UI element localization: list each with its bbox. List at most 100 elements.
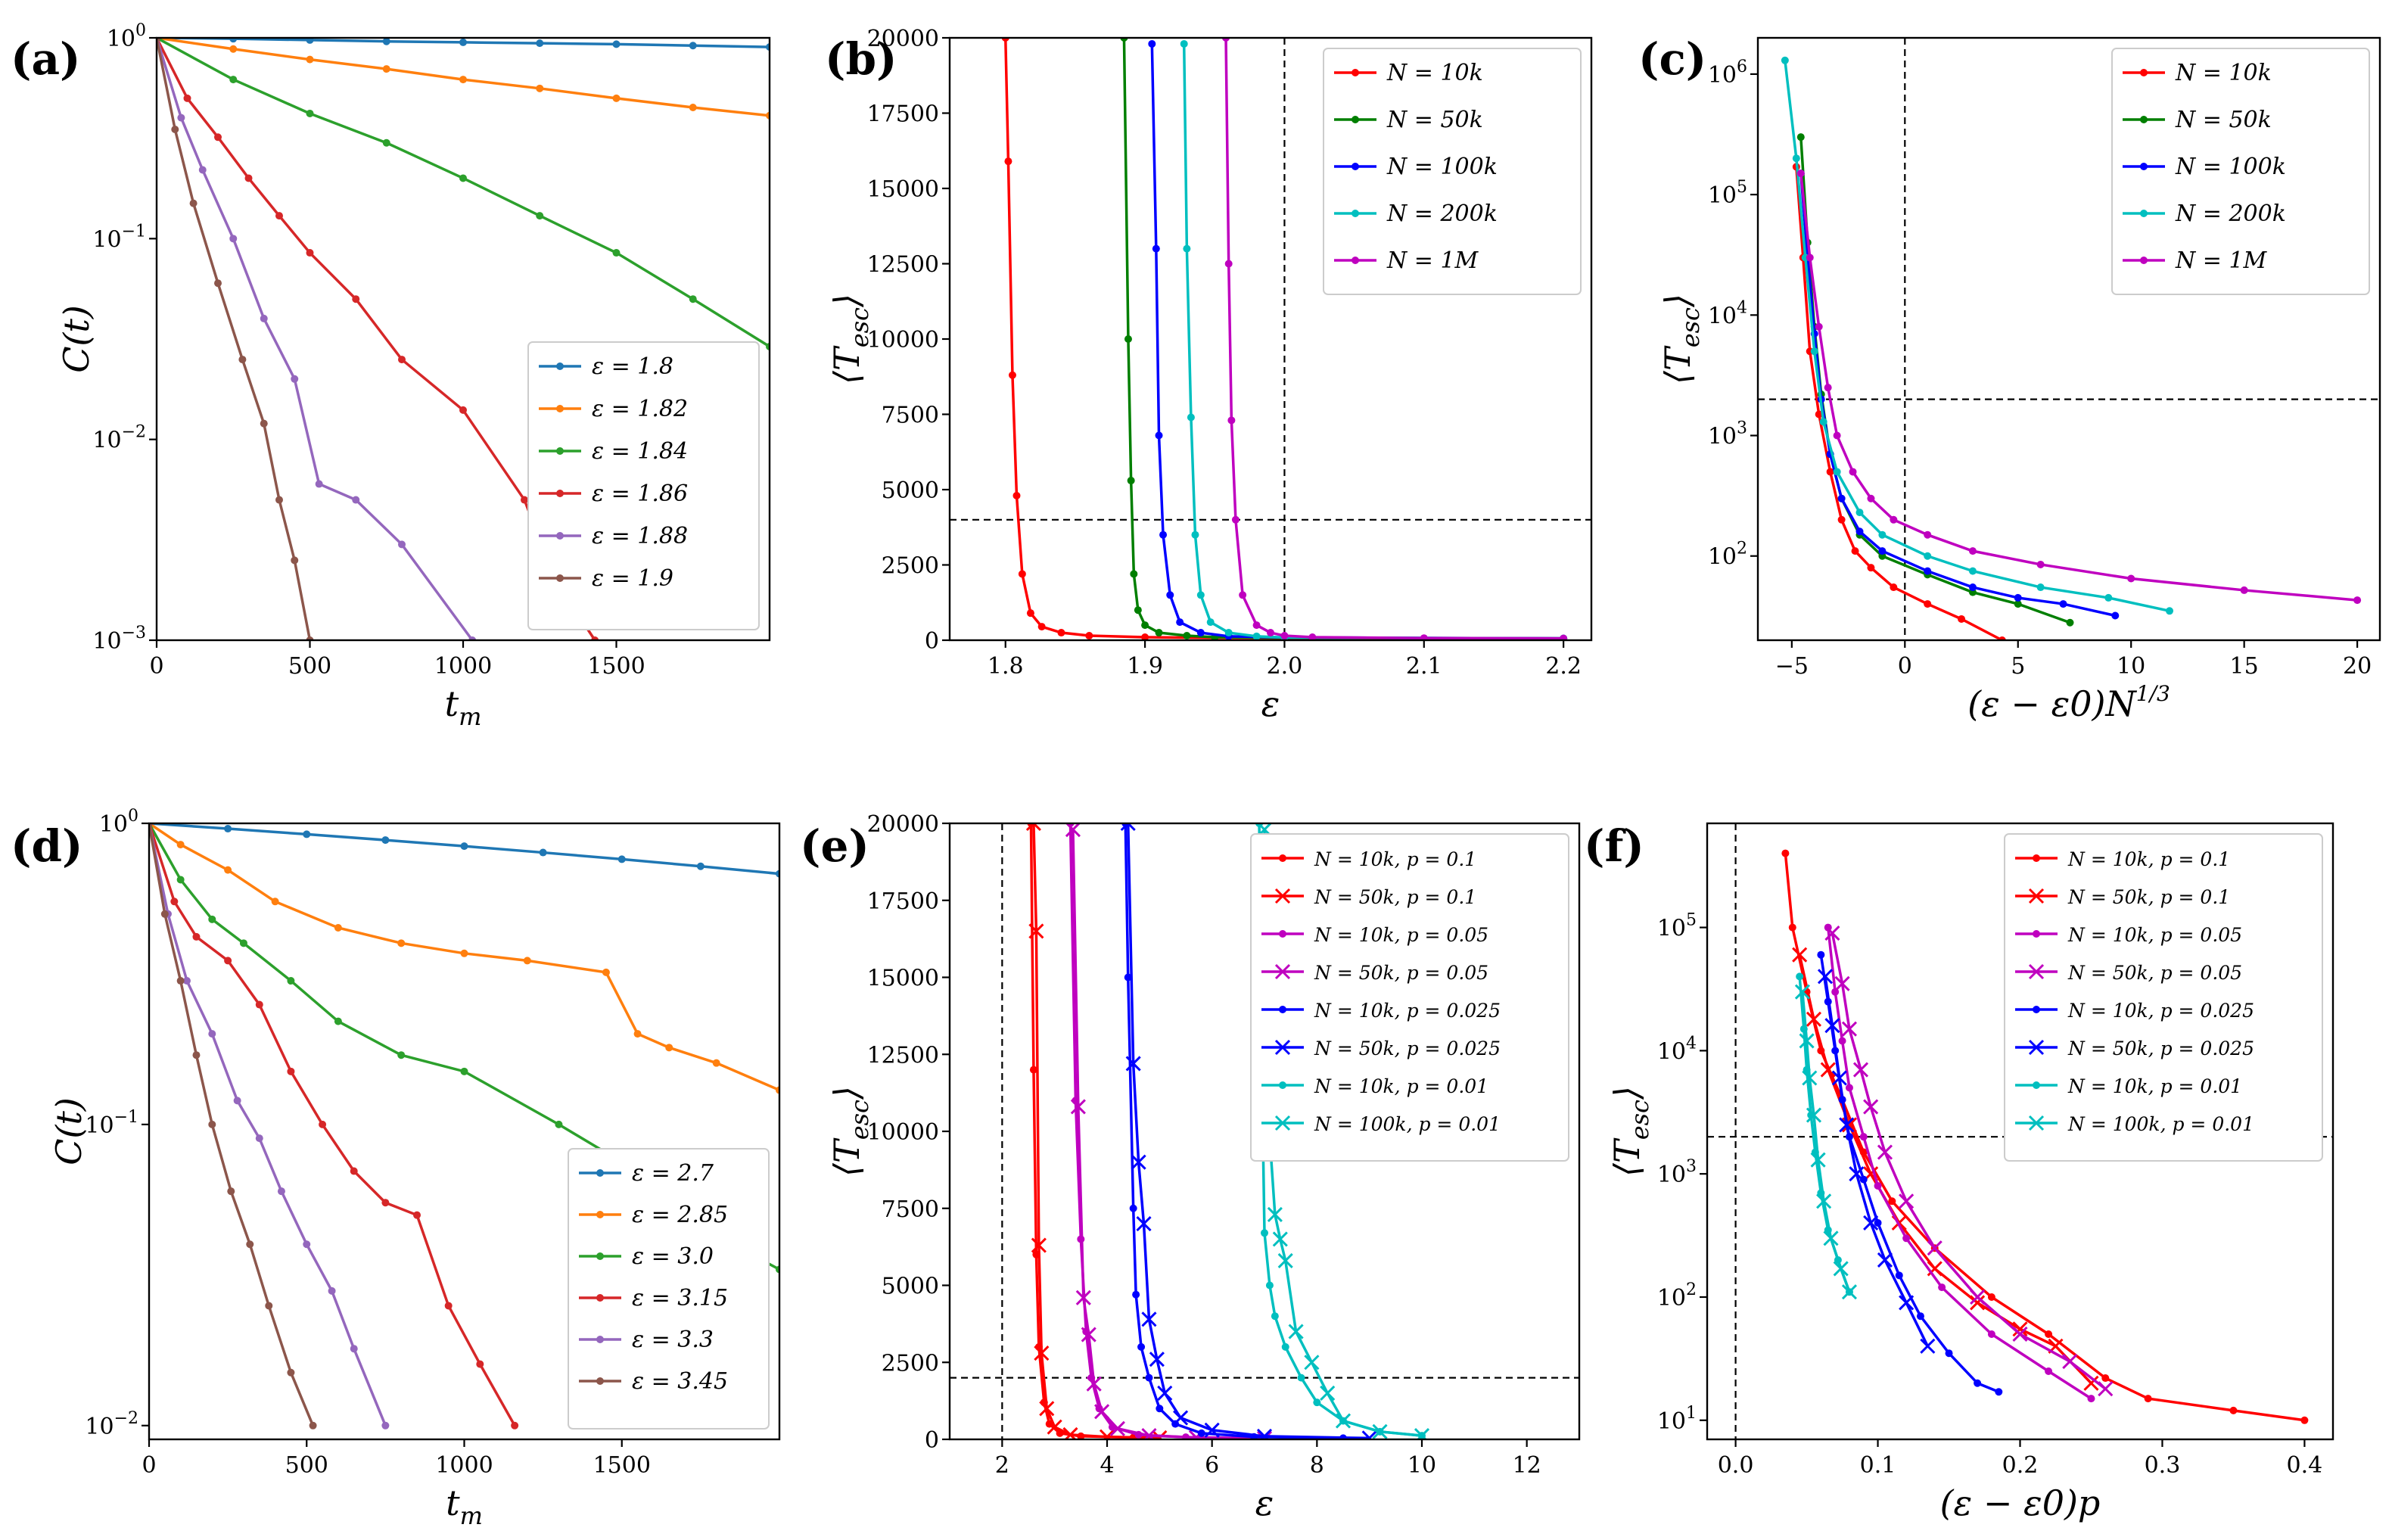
data-point <box>1031 1237 1047 1253</box>
data-point <box>2028 963 2045 980</box>
x-tick-label: 0 <box>142 1452 156 1479</box>
data-point <box>1890 583 1898 592</box>
data-point <box>2083 1375 2099 1391</box>
x-tick-label: 0 <box>149 653 163 680</box>
data-point <box>1025 823 1041 832</box>
data-point <box>306 109 314 117</box>
data-point <box>1352 163 1359 170</box>
data-point <box>1034 1345 1050 1361</box>
series-line <box>1029 823 1134 1439</box>
data-point <box>1157 1385 1173 1402</box>
data-point <box>1968 567 1977 575</box>
x-axis-label: tm <box>446 1482 483 1530</box>
data-point <box>1841 1284 1858 1300</box>
data-point <box>1945 1349 1953 1358</box>
data-point <box>2111 611 2120 620</box>
panel-label: (f) <box>1584 820 1644 872</box>
y-axis-label: C(t) <box>48 1097 89 1165</box>
data-point <box>2240 586 2248 594</box>
data-point <box>689 295 697 303</box>
y-tick-label: 15000 <box>867 966 939 992</box>
data-point <box>1839 1117 1855 1133</box>
data-point <box>381 1421 390 1430</box>
data-point <box>2028 888 2045 904</box>
legend-entry: N = 100k <box>1386 154 1498 180</box>
legend: ε = 1.8 ε = 1.82 ε = 1.84 ε = 1.86 ε = 1.88 ε… <box>527 341 760 630</box>
data-point <box>460 842 468 851</box>
y-tick-label: 10000 <box>867 1119 939 1146</box>
data-point <box>1155 629 1163 637</box>
y-tick-label: 5000 <box>882 1274 939 1300</box>
legend-box <box>1250 833 1569 1162</box>
data-point <box>1372 1423 1388 1439</box>
data-point <box>556 405 564 412</box>
data-point <box>306 38 314 44</box>
data-point <box>460 1067 468 1075</box>
data-point <box>1849 468 1857 476</box>
data-point <box>2353 596 2362 605</box>
legend-entry: N = 200k <box>2175 201 2286 227</box>
data-point <box>1817 950 1825 959</box>
y-tick-label: 7500 <box>882 1196 939 1223</box>
data-point <box>287 1368 295 1377</box>
series-line <box>1799 173 2358 602</box>
data-point <box>1920 1338 1936 1354</box>
y-tick-label: 102 <box>1708 540 1747 571</box>
data-point <box>776 1086 779 1094</box>
data-point <box>1028 923 1044 939</box>
data-point <box>1065 823 1081 838</box>
data-point <box>229 76 238 84</box>
legend-entry: N = 10k <box>1386 60 1483 86</box>
data-point <box>1867 494 1875 502</box>
data-point <box>617 855 626 863</box>
data-point <box>2014 593 2022 602</box>
data-point <box>208 915 216 923</box>
data-point <box>1081 1327 1096 1342</box>
legend-entry: ε = 3.3 <box>632 1327 714 1353</box>
data-point <box>2066 618 2074 627</box>
data-point <box>2140 210 2148 217</box>
data-point <box>397 1051 406 1059</box>
y-tick-label: 101 <box>1657 1404 1697 1435</box>
data-point <box>1204 1422 1220 1438</box>
data-point <box>1141 1428 1157 1439</box>
data-point <box>255 1134 263 1143</box>
data-point <box>1833 431 1841 440</box>
data-point <box>2166 607 2174 615</box>
data-point <box>556 574 564 582</box>
legend-entry: N = 10k, p = 0.1 <box>1314 848 1476 870</box>
data-point <box>468 636 477 640</box>
data-point <box>633 1030 642 1038</box>
data-point <box>352 295 360 303</box>
data-point <box>1086 1376 1102 1392</box>
data-point <box>1271 1312 1279 1321</box>
legend-entry: ε = 1.82 <box>592 396 688 422</box>
data-point <box>2229 1406 2238 1414</box>
data-point <box>1180 39 1188 48</box>
data-point <box>1816 1193 1832 1209</box>
data-point <box>1863 1099 1879 1115</box>
data-point <box>596 1336 604 1343</box>
data-point <box>176 977 185 985</box>
data-point <box>1094 1404 1110 1420</box>
data-point <box>260 314 268 322</box>
data-point <box>2140 116 2148 123</box>
data-point <box>556 447 564 455</box>
data-point <box>1924 600 1932 608</box>
data-point <box>2033 930 2040 938</box>
x-tick-label: 2 <box>995 1452 1009 1479</box>
data-point <box>555 1120 563 1128</box>
data-point <box>766 43 770 51</box>
data-point <box>2101 1374 2110 1383</box>
data-point <box>1279 1081 1286 1089</box>
data-point <box>1274 1115 1291 1131</box>
data-point <box>2087 1395 2095 1403</box>
data-point <box>2144 1395 2152 1403</box>
data-point <box>1183 632 1191 640</box>
data-point <box>1938 1283 1946 1292</box>
data-point <box>1924 552 1932 560</box>
data-point <box>1833 468 1841 476</box>
data-point <box>306 249 314 257</box>
series-line <box>149 823 315 1426</box>
